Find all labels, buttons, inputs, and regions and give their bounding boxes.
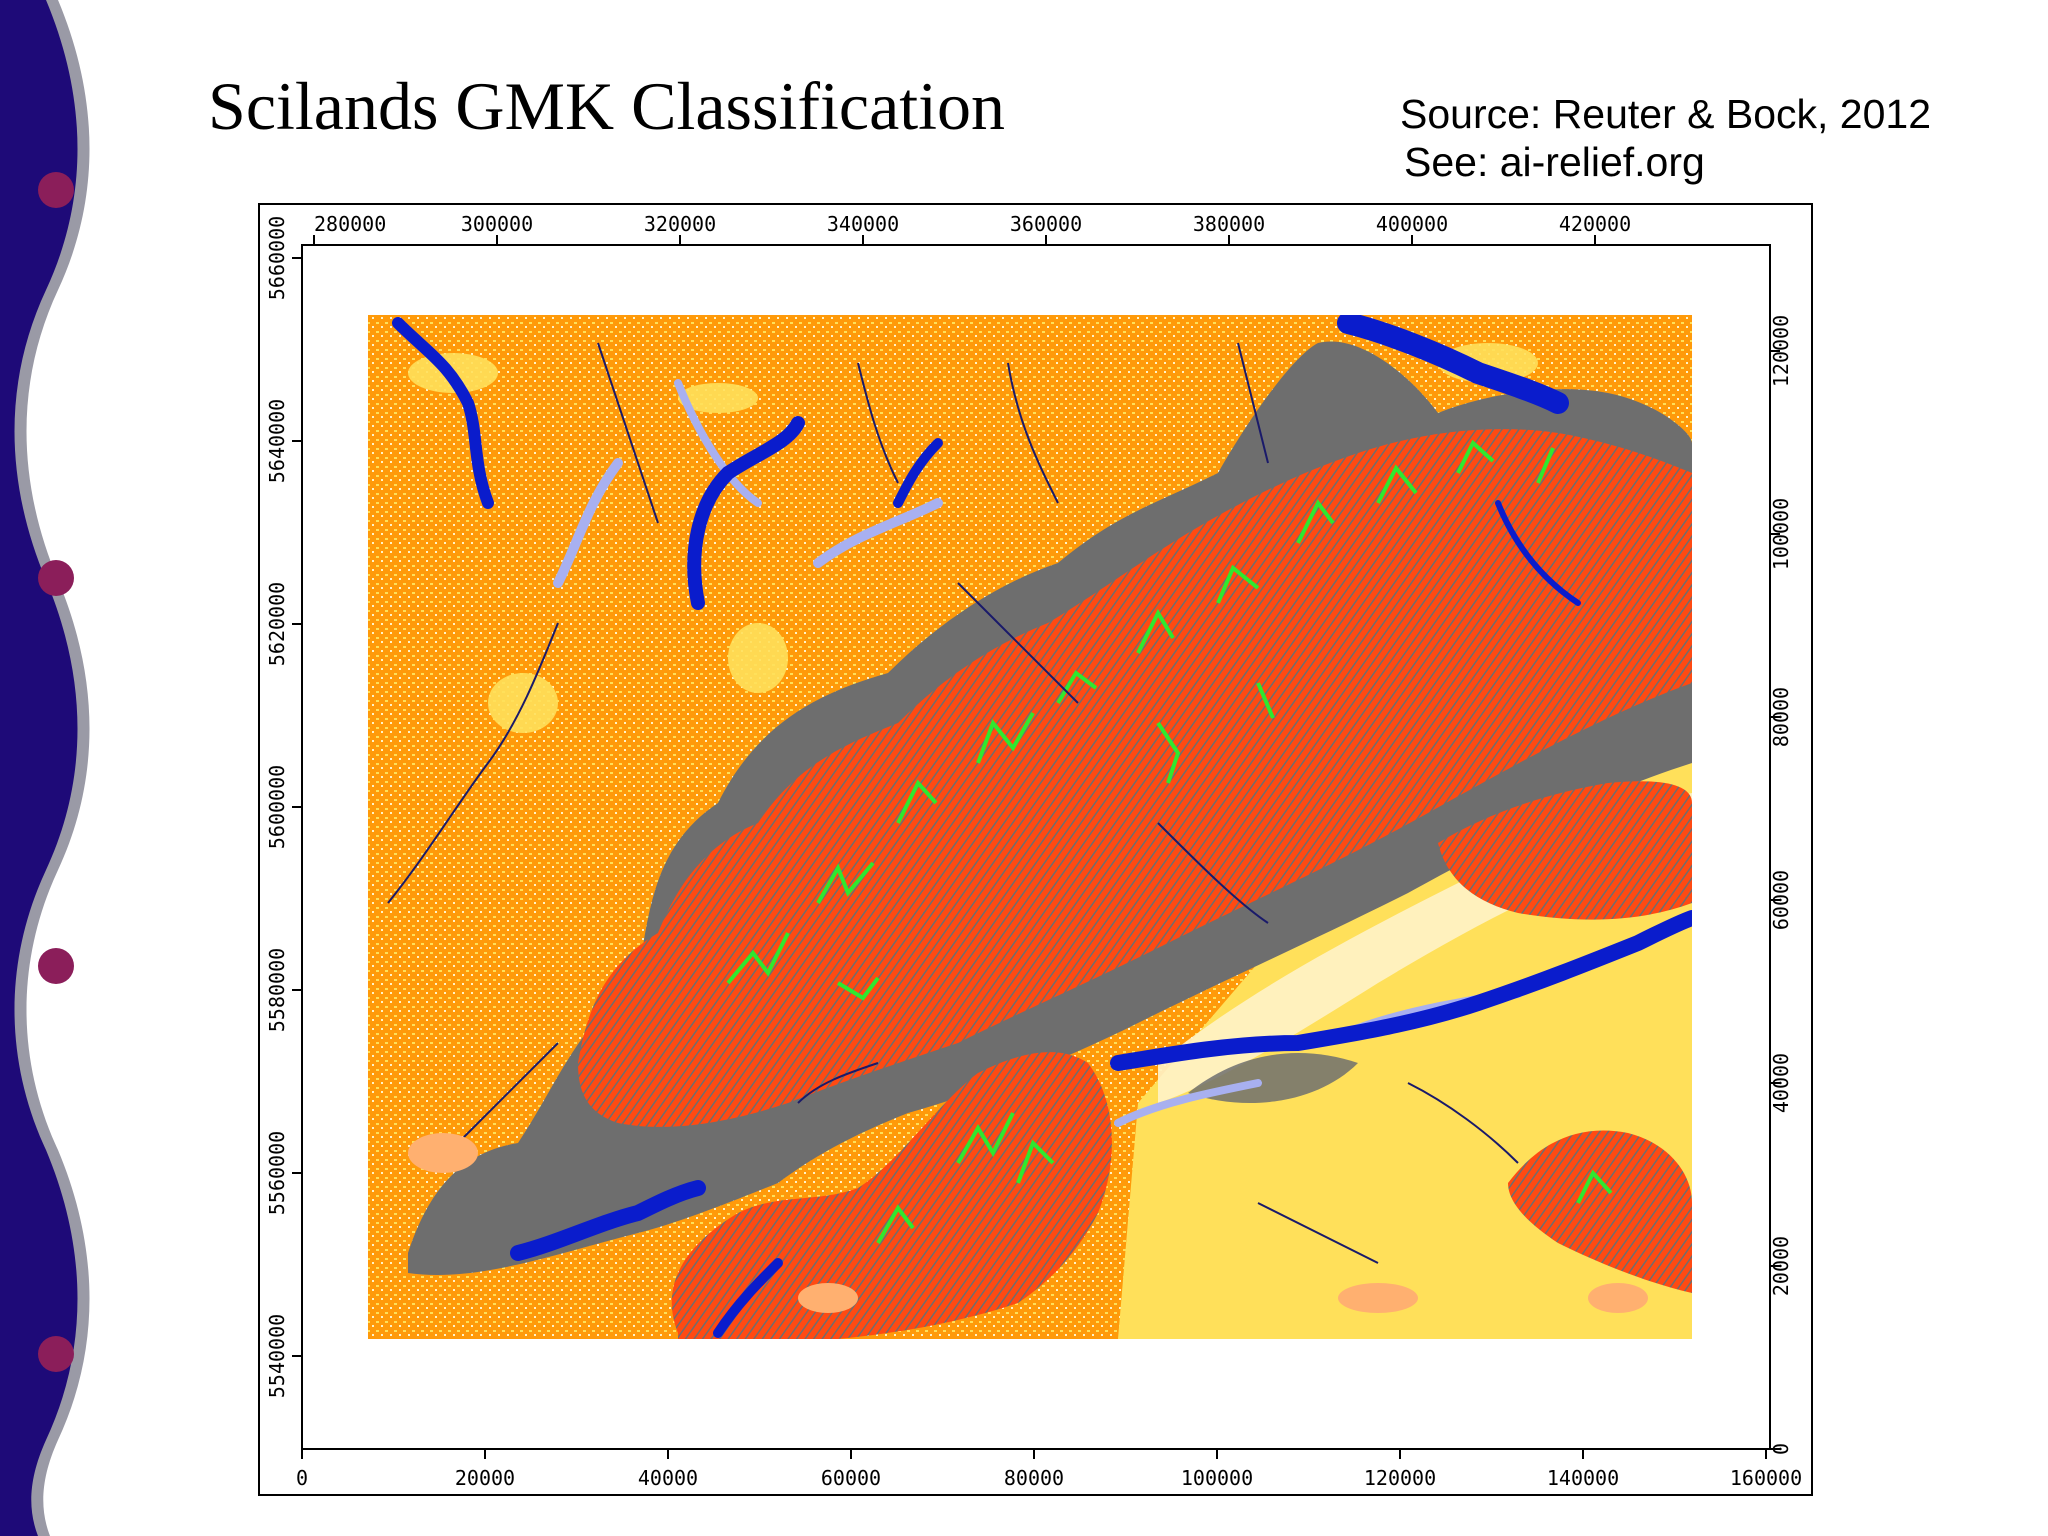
slope-patch xyxy=(408,1133,478,1173)
valley-floor xyxy=(813,498,943,568)
axis-tick-label: 40000 xyxy=(638,1466,698,1490)
river-valley xyxy=(687,416,805,610)
source-line: Source: Reuter & Bock, 2012 xyxy=(1400,91,1932,137)
valley-floor xyxy=(674,379,762,507)
drainage-line xyxy=(387,622,559,904)
channel-line xyxy=(1056,670,1098,705)
channel-line xyxy=(1216,564,1260,604)
axis-tick-label: 20000 xyxy=(455,1466,515,1490)
source-citation: Source: Reuter & Bock, 2012 See: ai-reli… xyxy=(1400,90,1931,186)
axis-tick-label: 5620000 xyxy=(265,582,289,666)
gmk-classification-raster xyxy=(368,315,1692,1339)
drainage-line xyxy=(457,1042,559,1144)
axis-tick-label: 360000 xyxy=(1010,212,1082,236)
wavy-side-banner xyxy=(0,0,90,1536)
bullet-dot xyxy=(38,948,74,984)
axis-tick-label: 60000 xyxy=(1769,870,1793,930)
slide-title: Scilands GMK Classification xyxy=(208,68,1006,144)
drainage-line xyxy=(1007,362,1059,504)
axis-tick-label: 300000 xyxy=(461,212,533,236)
drainage-line xyxy=(1407,1082,1519,1164)
axis-tick-label: 380000 xyxy=(1193,212,1265,236)
high-slope-core xyxy=(578,429,1692,1127)
axis-tick-label: 5560000 xyxy=(265,1131,289,1215)
channel-line xyxy=(1016,1139,1055,1184)
slope-patch xyxy=(1588,1283,1648,1313)
axis-tick-label: 80000 xyxy=(1769,687,1793,747)
channel-line xyxy=(726,932,790,985)
channel-line xyxy=(896,779,938,824)
drainage-line xyxy=(1157,822,1269,924)
river-valley xyxy=(1110,910,1692,1071)
channel-line xyxy=(816,861,875,904)
channel-line xyxy=(1536,447,1555,484)
bullet-dot xyxy=(38,172,74,208)
drainage-line xyxy=(1237,342,1269,464)
axis-tick-label: 340000 xyxy=(827,212,899,236)
axis-tick-label: 0 xyxy=(296,1466,308,1490)
river-valley xyxy=(713,1258,783,1338)
eastern-slopes xyxy=(1508,1130,1692,1293)
river-valley xyxy=(893,438,943,508)
banner-bar xyxy=(0,0,78,1536)
river-valley xyxy=(1495,500,1581,606)
drainage-line xyxy=(857,362,899,484)
drainage-line xyxy=(797,1062,879,1104)
axis-tick-label: 0 xyxy=(1769,1443,1793,1455)
river-valley xyxy=(1337,315,1569,414)
channel-line xyxy=(976,712,1035,764)
valley-floor xyxy=(1114,1079,1262,1127)
axis-tick-label: 5580000 xyxy=(265,948,289,1032)
axis-tick-label: 280000 xyxy=(314,212,386,236)
axis-ticks: 280000 300000 320000 340000 360000 380000 4000… xyxy=(265,212,1802,1490)
axis-tick-label: 5640000 xyxy=(265,399,289,483)
channel-line xyxy=(1376,464,1418,504)
channel-line xyxy=(1456,439,1495,474)
river-valley xyxy=(510,1180,706,1261)
channel-line xyxy=(836,976,880,1001)
lowland-patch xyxy=(728,623,788,693)
axis-tick-label: 80000 xyxy=(1004,1466,1064,1490)
river-valley xyxy=(392,317,494,509)
axis-tick-label: 400000 xyxy=(1376,212,1448,236)
channel-line xyxy=(1576,1169,1613,1204)
channel-line xyxy=(876,1204,915,1244)
axis-tick-label: 320000 xyxy=(644,212,716,236)
lowland-patch xyxy=(678,383,758,413)
channel-line xyxy=(1296,499,1335,544)
axis-tick-label: 140000 xyxy=(1547,1466,1619,1490)
see-link-line: See: ai-relief.org xyxy=(1404,139,1705,185)
channel-line xyxy=(1156,721,1181,784)
escarpment-slopes xyxy=(1438,781,1692,920)
axis-tick-label: 120000 xyxy=(1769,315,1793,387)
channel-line xyxy=(1256,682,1275,719)
channel-line xyxy=(1136,608,1175,654)
bullet-dot xyxy=(38,1336,74,1372)
valley-floor xyxy=(553,458,623,588)
axis-tick-label: 5660000 xyxy=(265,216,289,300)
drainage-line xyxy=(597,342,659,524)
channel-line xyxy=(956,1112,1015,1164)
axis-tick-label: 100000 xyxy=(1769,498,1793,570)
axis-tick-label: 100000 xyxy=(1181,1466,1253,1490)
axis-tick-label: 5600000 xyxy=(265,765,289,849)
drainage-line xyxy=(1257,1202,1379,1264)
slope-patch xyxy=(798,1283,858,1313)
drainage-line xyxy=(957,582,1079,704)
axis-tick-label: 5540000 xyxy=(265,1314,289,1398)
axis-tick-label: 120000 xyxy=(1364,1466,1436,1490)
axis-tick-label: 40000 xyxy=(1769,1053,1793,1113)
axis-tick-label: 20000 xyxy=(1769,1236,1793,1296)
axis-tick-label: 60000 xyxy=(821,1466,881,1490)
slope-patch xyxy=(1338,1283,1418,1313)
southern-mountain-slopes xyxy=(671,1052,1112,1339)
bullet-dot xyxy=(38,560,74,596)
axis-tick-label: 160000 xyxy=(1730,1466,1802,1490)
classification-map-figure: 280000 300000 320000 340000 360000 380000 4000… xyxy=(258,203,1814,1498)
axis-tick-label: 420000 xyxy=(1559,212,1631,236)
